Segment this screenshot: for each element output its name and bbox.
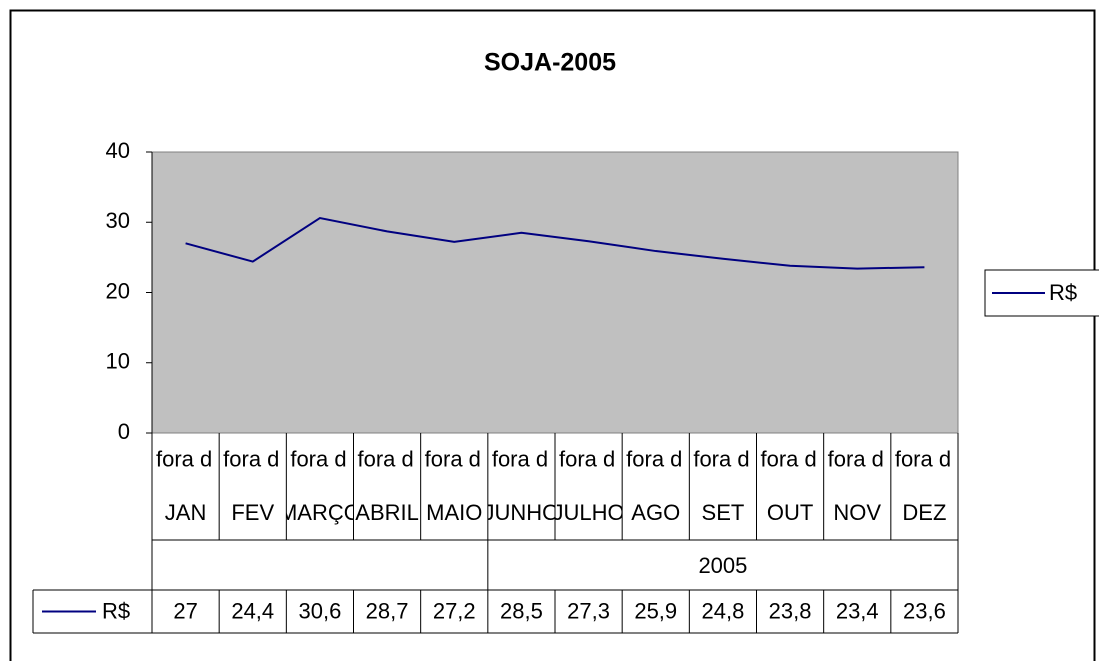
category-sublabel: fora d xyxy=(895,446,951,471)
x-tick-label: JAN xyxy=(165,500,207,525)
y-tick-label: 30 xyxy=(106,208,130,233)
x-tick-label: JUNHO xyxy=(484,500,560,525)
y-tick-label: 0 xyxy=(118,419,130,444)
category-sublabel: fora d xyxy=(828,446,884,471)
category-sublabel: fora d xyxy=(156,446,212,471)
category-sublabel: fora d xyxy=(290,446,346,471)
data-label: 23,6 xyxy=(903,598,946,623)
y-tick-label: 20 xyxy=(106,278,130,303)
table-series-name: R$ xyxy=(102,598,130,623)
x-tick-label: JULHO xyxy=(553,500,625,525)
data-label: 27,2 xyxy=(433,598,476,623)
data-label: 23,8 xyxy=(769,598,812,623)
category-sublabel: fora d xyxy=(492,446,548,471)
y-tick-label: 40 xyxy=(106,138,130,163)
data-label: 28,5 xyxy=(500,598,543,623)
category-group-label: 2005 xyxy=(698,553,747,578)
category-sublabel: fora d xyxy=(358,446,414,471)
category-sublabel: fora d xyxy=(425,446,481,471)
category-sublabel: fora d xyxy=(761,446,817,471)
plot-area xyxy=(151,151,959,434)
x-tick-label: DEZ xyxy=(902,500,946,525)
data-label: 23,4 xyxy=(836,598,879,623)
data-label: 25,9 xyxy=(634,598,677,623)
chart-title: SOJA-2005 xyxy=(484,49,616,77)
x-tick-label: MARÇO xyxy=(279,500,361,525)
data-label: 27 xyxy=(173,598,197,623)
x-tick-label: ABRIL xyxy=(355,500,419,525)
series-line xyxy=(185,216,925,270)
data-label: 28,7 xyxy=(366,598,409,623)
data-label: 24,8 xyxy=(702,598,745,623)
x-tick-label: SET xyxy=(702,500,745,525)
x-tick-label: AGO xyxy=(631,500,680,525)
data-label: 27,3 xyxy=(567,598,610,623)
x-tick-label: OUT xyxy=(767,500,813,525)
category-sublabel: fora d xyxy=(559,446,615,471)
data-label: 30,6 xyxy=(299,598,342,623)
category-sublabel: fora d xyxy=(223,446,279,471)
category-sublabel: fora d xyxy=(693,446,749,471)
x-tick-label: NOV xyxy=(833,500,881,525)
x-tick-label: FEV xyxy=(231,500,274,525)
y-tick-label: 10 xyxy=(106,349,130,374)
data-label: 24,4 xyxy=(231,598,274,623)
category-sublabel: fora d xyxy=(626,446,682,471)
legend-label: R$ xyxy=(1049,280,1077,305)
x-tick-label: MAIO xyxy=(426,500,482,525)
